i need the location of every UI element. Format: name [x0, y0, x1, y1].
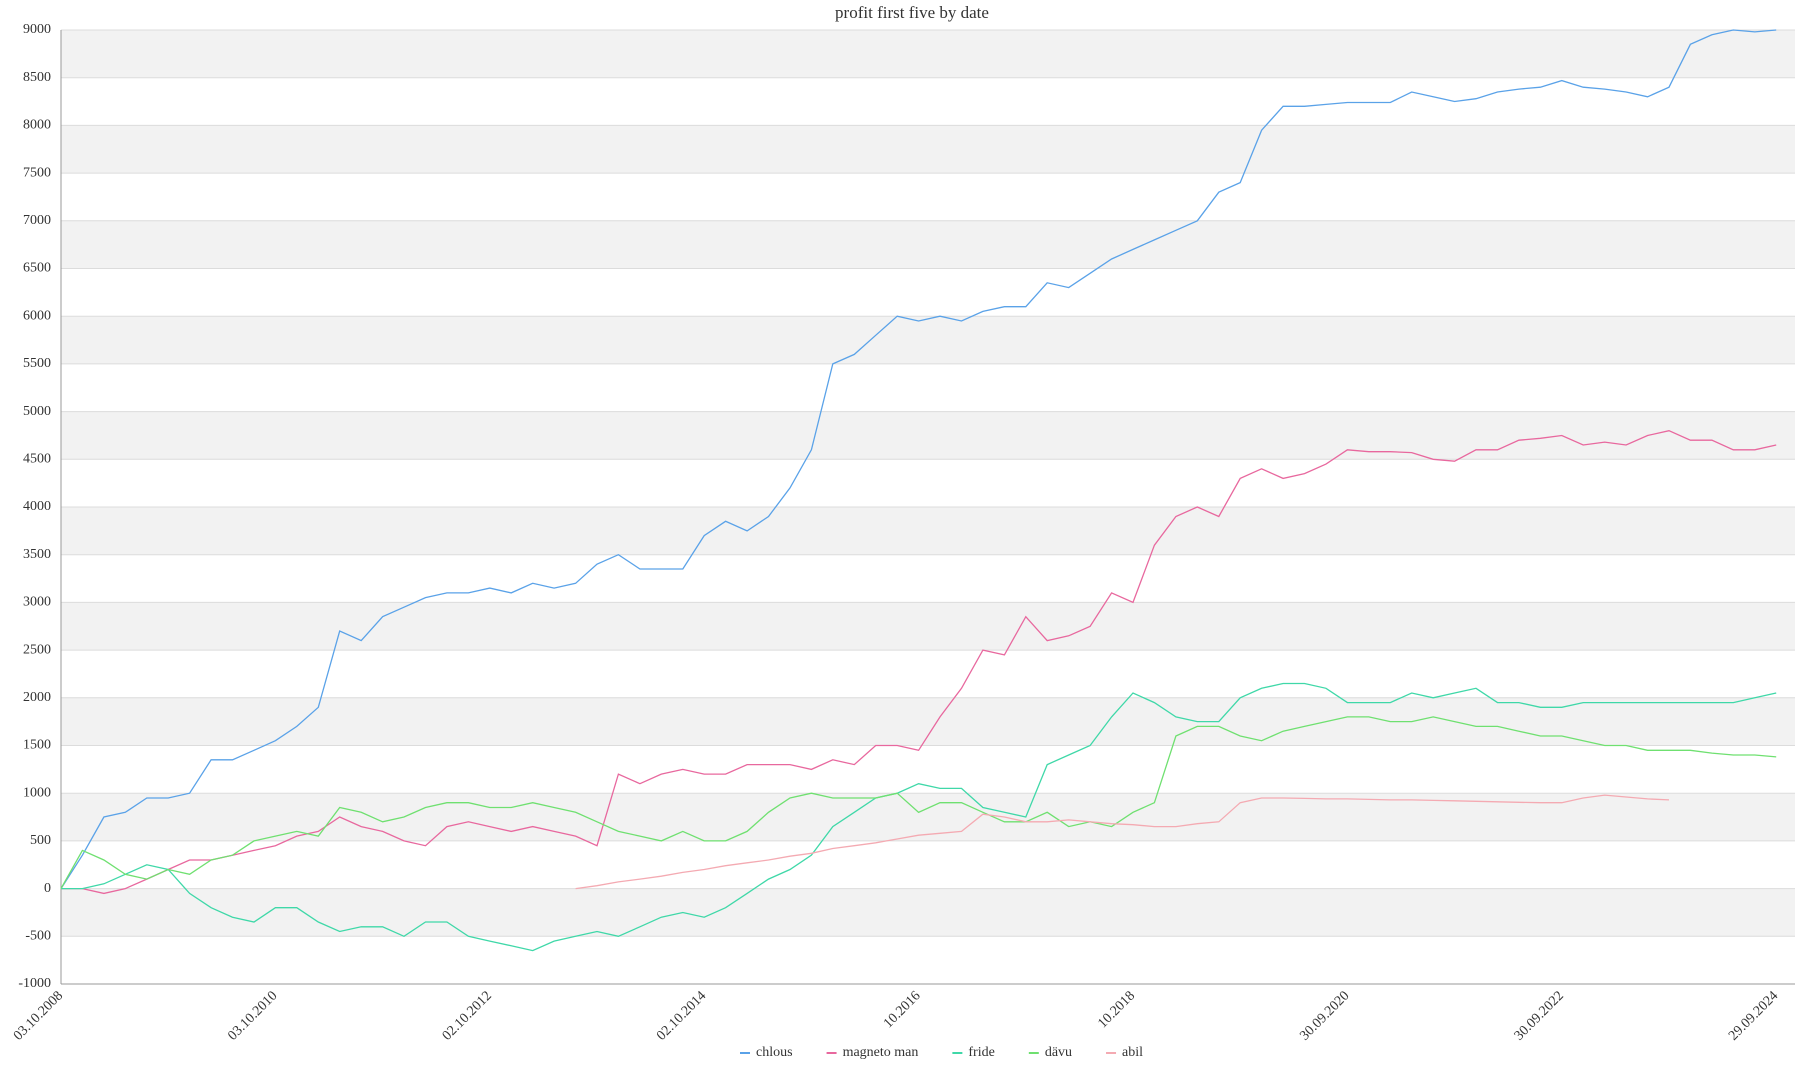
y-tick-label: 8500	[23, 70, 51, 85]
x-tick-label: 03.10.2010	[225, 988, 280, 1043]
y-tick-label: 2000	[23, 690, 51, 705]
y-tick-label: 1000	[23, 785, 51, 800]
grid-band	[61, 697, 1795, 746]
grid-band	[61, 316, 1795, 364]
x-tick-label: 30.09.2022	[1512, 988, 1567, 1043]
x-tick-label: 10.2016	[881, 988, 924, 1031]
series-line	[61, 682, 1777, 952]
y-tick-label: 8000	[23, 118, 51, 133]
legend-label: fride	[968, 1045, 994, 1060]
y-tick-label: 2500	[23, 642, 51, 657]
grid-band	[61, 507, 1795, 555]
grid-band	[61, 30, 1795, 78]
legend-label: chlous	[756, 1045, 793, 1060]
y-tick-label: 4000	[23, 499, 51, 514]
y-tick-label: 1500	[23, 738, 51, 753]
y-tick-label: -500	[25, 929, 51, 944]
y-tick-label: 3500	[23, 547, 51, 562]
y-tick-label: 4500	[23, 452, 51, 467]
y-tick-label: 3000	[23, 595, 51, 610]
y-tick-label: 5000	[23, 404, 51, 419]
legend-label: magneto man	[843, 1045, 919, 1060]
y-tick-label: -1000	[18, 976, 51, 991]
y-tick-label: 500	[30, 833, 51, 848]
y-tick-label: 7500	[23, 165, 51, 180]
legend-label: dävu	[1045, 1045, 1072, 1060]
legend: chlous magneto man fride dävu abil	[740, 1045, 1143, 1060]
series-line	[61, 430, 1777, 895]
x-tick-label: 03.10.2008	[11, 988, 66, 1043]
x-tick-label: 29.09.2024	[1726, 988, 1781, 1043]
x-tick-label: 30.09.2020	[1297, 988, 1352, 1043]
y-tick-label: 5500	[23, 356, 51, 371]
chart-title: profit first five by date	[835, 3, 989, 22]
y-tick-label: 9000	[23, 22, 51, 37]
series-line	[575, 794, 1670, 890]
y-tick-label: 6500	[23, 261, 51, 276]
y-tick-label: 0	[44, 881, 51, 896]
grid-band	[61, 125, 1795, 174]
y-tick-label: 6000	[23, 308, 51, 323]
series-line	[60, 29, 1777, 889]
x-tick-label: 10.2018	[1095, 988, 1138, 1031]
grid-band	[61, 411, 1795, 460]
series-line	[60, 716, 1777, 889]
grid-band	[61, 220, 1795, 269]
grid-band	[61, 888, 1795, 937]
legend-label: abil	[1122, 1045, 1143, 1060]
x-tick-label: 02.10.2014	[654, 988, 709, 1043]
y-tick-label: 7000	[23, 213, 51, 228]
grid-band	[61, 602, 1795, 651]
grid-band	[61, 793, 1795, 841]
x-tick-label: 02.10.2012	[440, 988, 495, 1043]
